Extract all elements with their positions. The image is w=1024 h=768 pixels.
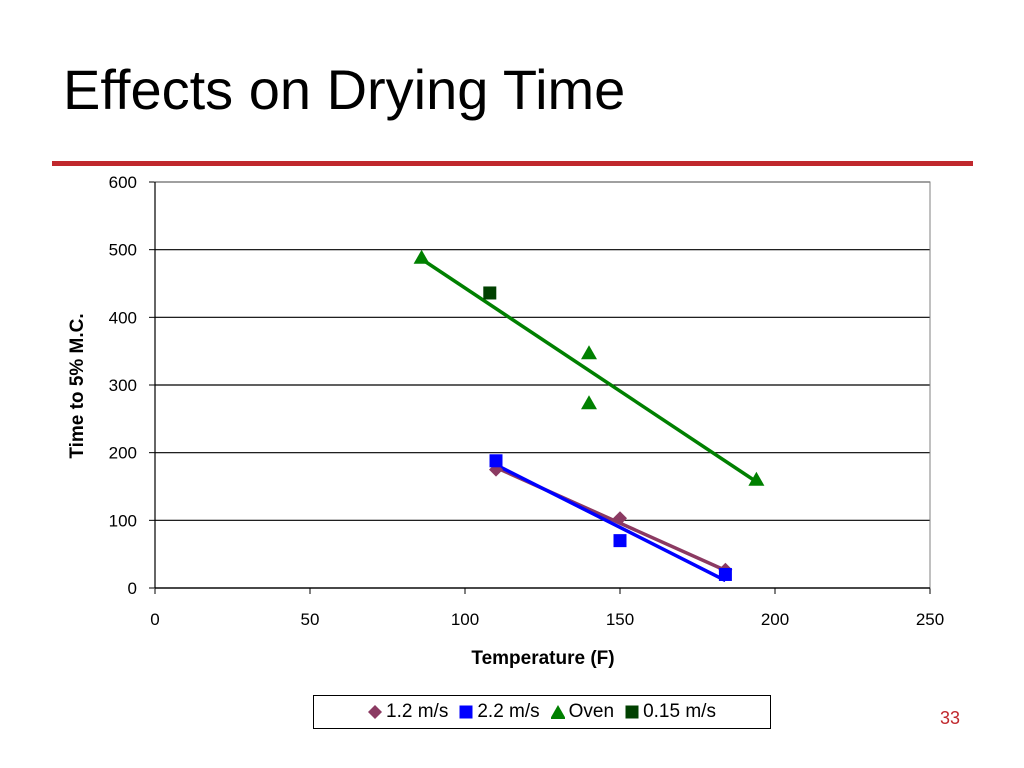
y-tick-label: 600	[109, 173, 137, 192]
x-tick-label: 250	[916, 610, 944, 629]
y-tick-label: 400	[109, 308, 137, 327]
y-tick-labels: 0 100 200 300 400 500 600	[109, 173, 137, 598]
trendline-square	[495, 463, 727, 583]
x-tick-labels: 0 50 100 150 200 250	[150, 610, 944, 629]
chart-axes	[149, 181, 931, 594]
legend-marker-shape	[459, 705, 473, 719]
legend-marker-square-icon	[625, 705, 639, 719]
legend-marker-diamond-icon	[368, 705, 383, 719]
x-axis-title: Temperature (F)	[471, 648, 614, 669]
y-tick-label: 100	[109, 511, 137, 530]
data-point-square	[718, 567, 732, 581]
data-point-triangle	[581, 345, 597, 360]
legend-marker-shape	[625, 705, 639, 719]
y-tick-label: 500	[109, 241, 137, 260]
x-tick-label: 150	[606, 610, 634, 629]
y-axis-title: Time to 5% M.C.	[67, 313, 88, 458]
legend-item: Oven	[550, 701, 615, 723]
page-number: 33	[940, 708, 961, 728]
trendline-triangle	[420, 257, 758, 484]
data-point-triangle	[413, 249, 430, 264]
x-tick-label: 50	[301, 610, 320, 629]
data-point-diamond	[613, 511, 627, 526]
legend-item: 1.2 m/s	[368, 701, 448, 723]
data-points	[413, 249, 765, 581]
data-point-square	[483, 286, 497, 300]
slide-title: Effects on Drying Time	[63, 58, 626, 121]
trendlines	[420, 257, 758, 583]
legend-item: 0.15 m/s	[625, 701, 716, 723]
legend-label: 0.15 m/s	[643, 701, 716, 722]
legend-label: Oven	[568, 701, 615, 722]
y-tick-label: 0	[128, 579, 137, 598]
title-divider	[52, 161, 973, 166]
legend-marker-shape	[368, 705, 383, 719]
x-tick-label: 200	[761, 610, 789, 629]
legend-marker-square-icon	[459, 705, 473, 719]
y-tick-label: 200	[109, 444, 137, 463]
legend-label: 1.2 m/s	[386, 701, 449, 722]
grid-lines	[155, 181, 930, 589]
data-point-square	[613, 534, 627, 548]
y-tick-label: 300	[109, 376, 137, 395]
chart-legend: 1.2 m/s 2.2 m/s Oven 0.15 m/s	[313, 695, 771, 729]
legend-marker-triangle-icon	[550, 705, 565, 719]
data-point-triangle	[581, 395, 597, 410]
legend-marker-shape	[550, 705, 565, 719]
data-point-triangle	[748, 471, 765, 486]
legend-item: 2.2 m/s	[459, 701, 540, 723]
x-tick-label: 100	[451, 610, 479, 629]
legend-label: 2.2 m/s	[477, 701, 540, 722]
x-tick-label: 0	[150, 610, 159, 629]
data-point-square	[489, 454, 503, 468]
